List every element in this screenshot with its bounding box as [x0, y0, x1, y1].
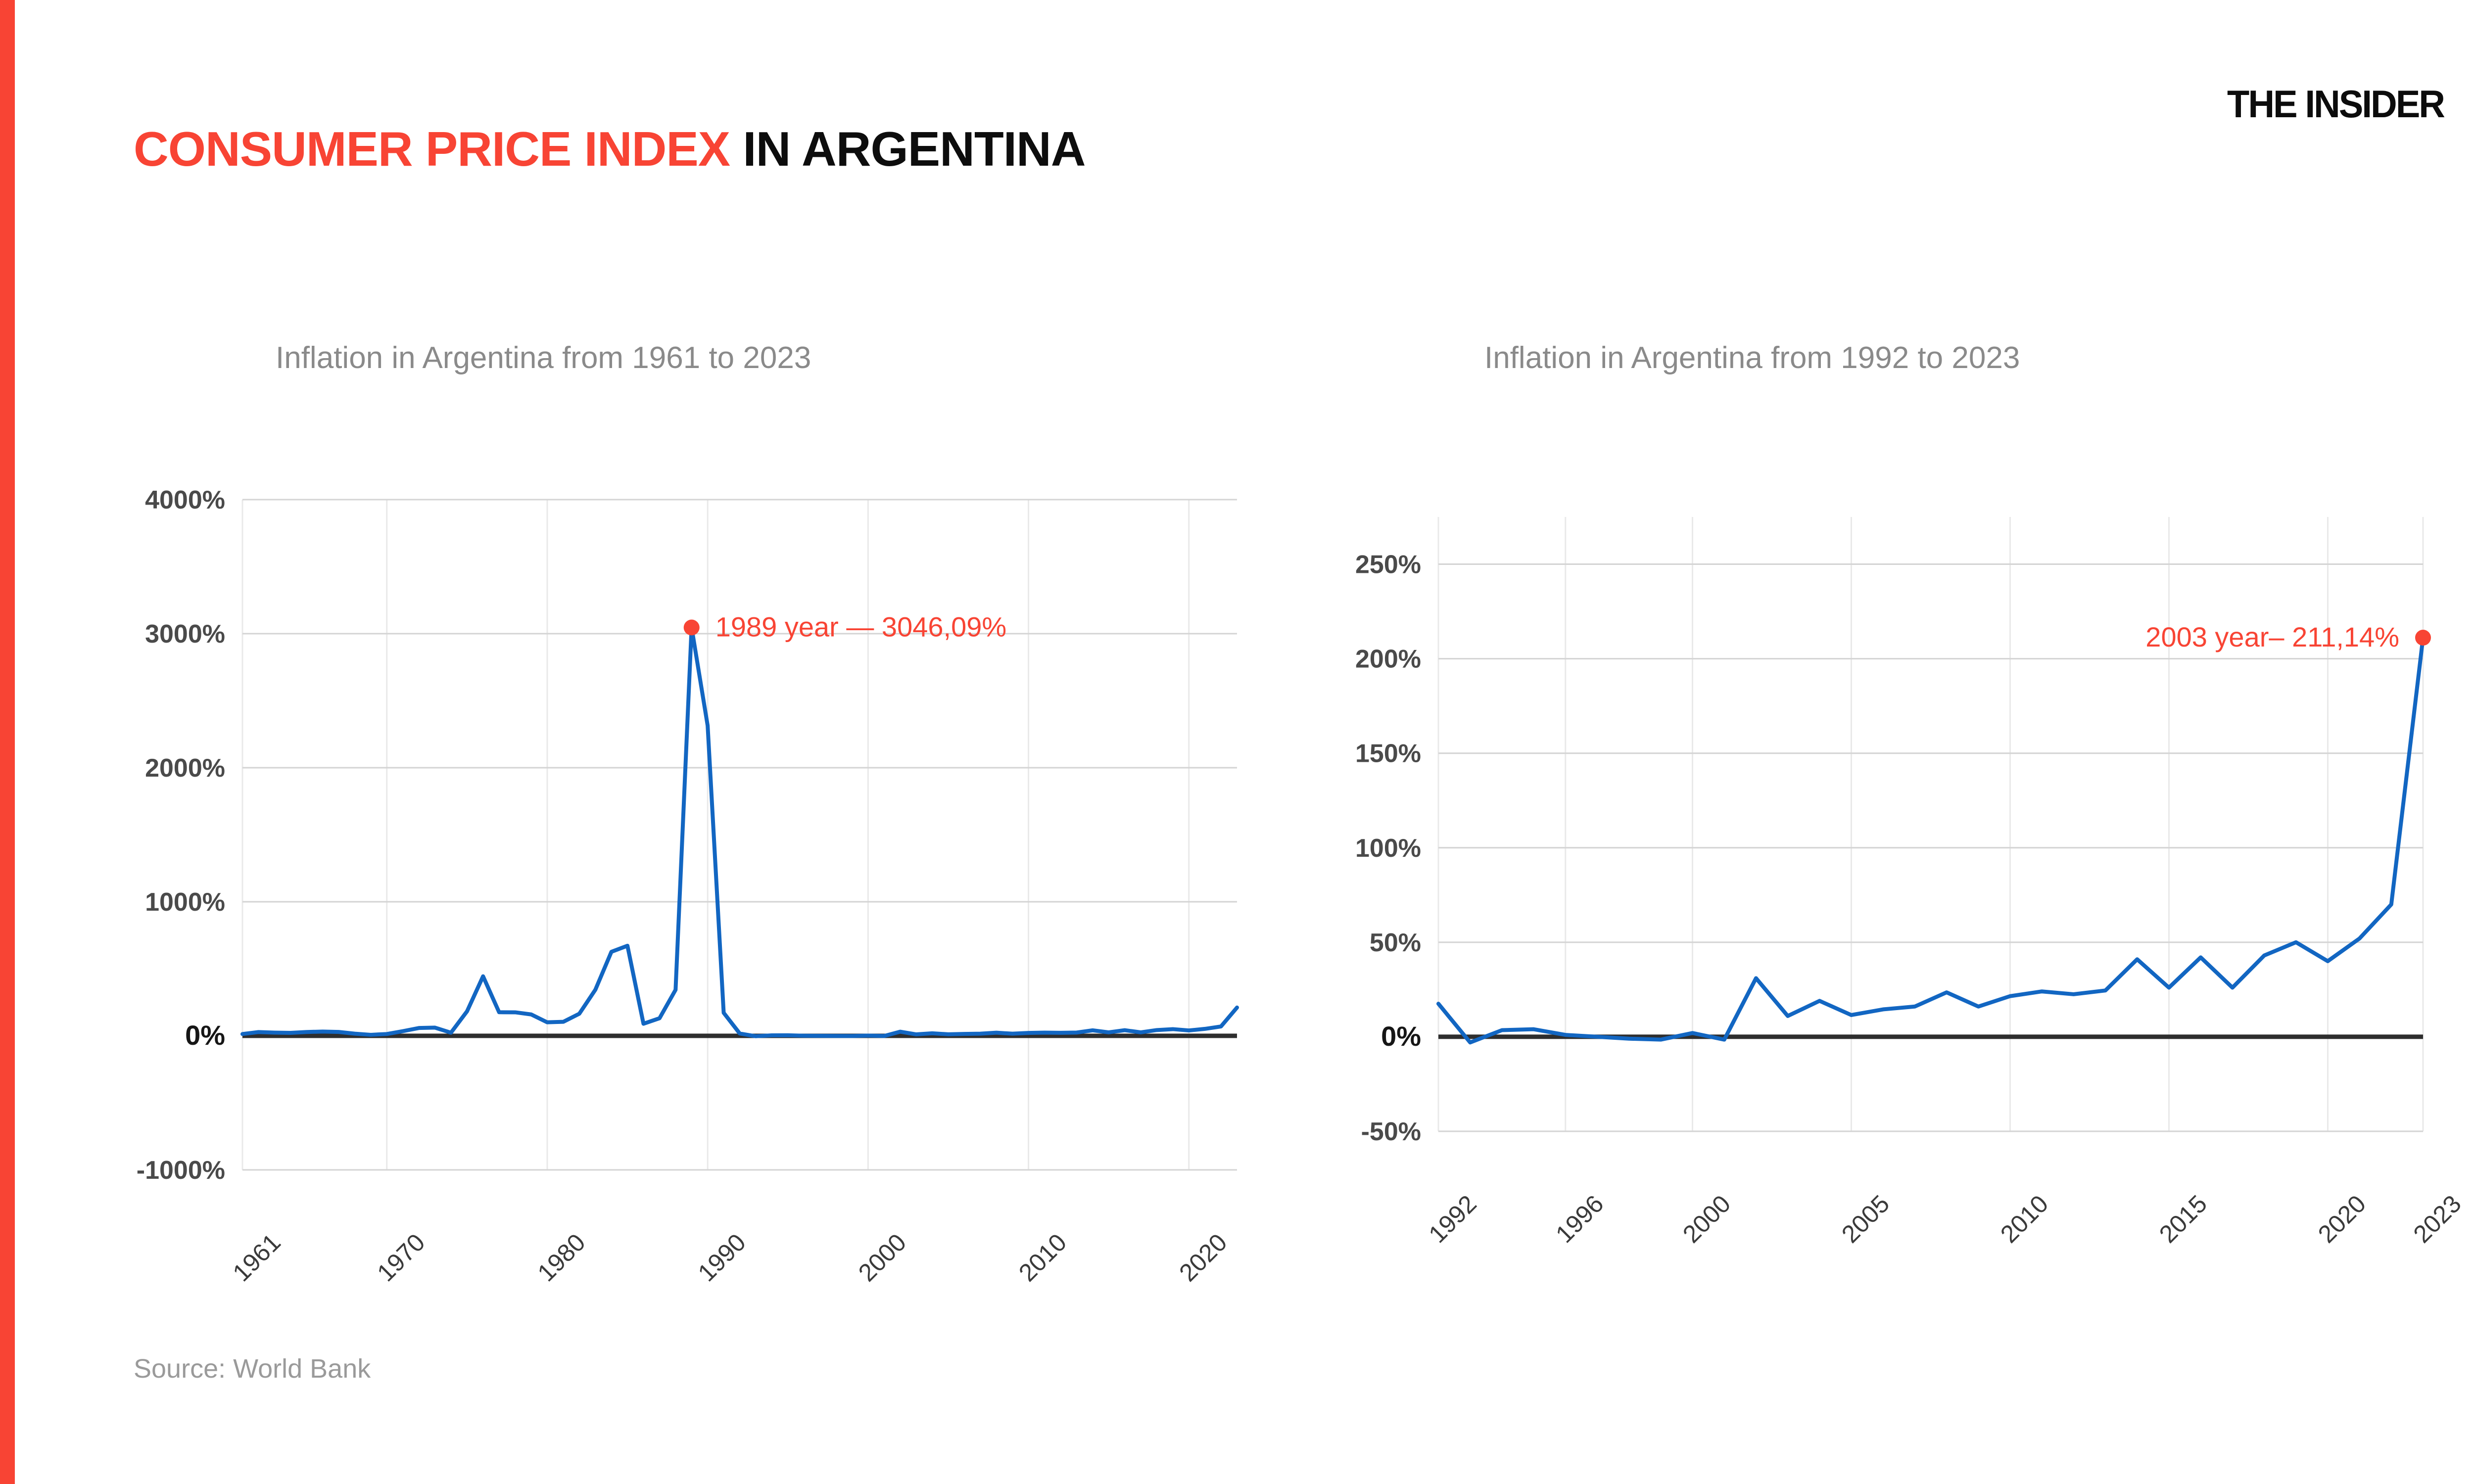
- x-tick-label: 1992: [1424, 1190, 1482, 1248]
- y-tick-label: 150%: [1355, 740, 1421, 768]
- x-tick-label: 1980: [532, 1228, 590, 1287]
- y-tick-label: 4000%: [145, 486, 225, 514]
- brand-logo: THE INSIDER: [2227, 82, 2445, 126]
- x-tick-label: 1996: [1550, 1190, 1609, 1248]
- page-title: CONSUMER PRICE INDEX IN ARGENTINA: [134, 121, 1086, 177]
- accent-bar: [0, 0, 15, 1484]
- page-title-highlight: CONSUMER PRICE INDEX: [134, 122, 730, 176]
- x-tick-label: 2010: [1995, 1190, 2053, 1248]
- y-tick-label: 2000%: [145, 754, 225, 783]
- x-tick-label: 1990: [693, 1228, 751, 1287]
- page-title-rest: IN ARGENTINA: [730, 122, 1086, 176]
- source-note: Source: World Bank: [134, 1354, 371, 1384]
- x-tick-label: 2020: [2313, 1190, 2371, 1248]
- annotation-label: 2003 year– 211,14%: [2145, 621, 2399, 652]
- annotation-label: 1989 year — 3046,09%: [715, 611, 1006, 643]
- annotation-dot: [2415, 630, 2431, 646]
- y-tick-label: 0%: [1381, 1020, 1421, 1052]
- y-tick-label: -50%: [1361, 1117, 1421, 1146]
- inflation-line: [240, 625, 1239, 1038]
- y-tick-label: 3000%: [145, 620, 225, 649]
- annotation-dot: [683, 619, 700, 636]
- left-chart-title: Inflation in Argentina from 1961 to 2023: [276, 341, 811, 375]
- x-tick-label: 2000: [853, 1228, 911, 1287]
- x-tick-label: 2023: [2408, 1190, 2467, 1248]
- x-tick-label: 2020: [1174, 1228, 1232, 1287]
- inflation-line: [1436, 636, 2425, 1045]
- y-tick-label: 1000%: [145, 888, 225, 917]
- x-tick-label: 2015: [2154, 1190, 2212, 1248]
- y-tick-label: 0%: [185, 1020, 225, 1051]
- y-tick-label: 100%: [1355, 834, 1421, 863]
- y-tick-label: -1000%: [137, 1156, 225, 1185]
- left-chart: 4000% 3000% 2000% 1000% 0% -1000% 1961 1970 1980…: [137, 486, 1239, 1287]
- x-tick-label: 2000: [1677, 1190, 1736, 1248]
- y-tick-label: 250%: [1355, 551, 1421, 579]
- x-tick-label: 2005: [1836, 1190, 1895, 1248]
- right-chart-title: Inflation in Argentina from 1992 to 2023: [1484, 341, 2020, 375]
- y-tick-label: 200%: [1355, 645, 1421, 674]
- x-tick-label: 2010: [1013, 1228, 1072, 1287]
- x-tick-label: 1961: [228, 1228, 286, 1287]
- x-tick-label: 1970: [372, 1228, 430, 1287]
- right-chart: 250% 200% 150% 100% 50% 0% -50% 1992 1996 2000 200…: [1355, 517, 2467, 1248]
- y-tick-label: 50%: [1370, 928, 1421, 957]
